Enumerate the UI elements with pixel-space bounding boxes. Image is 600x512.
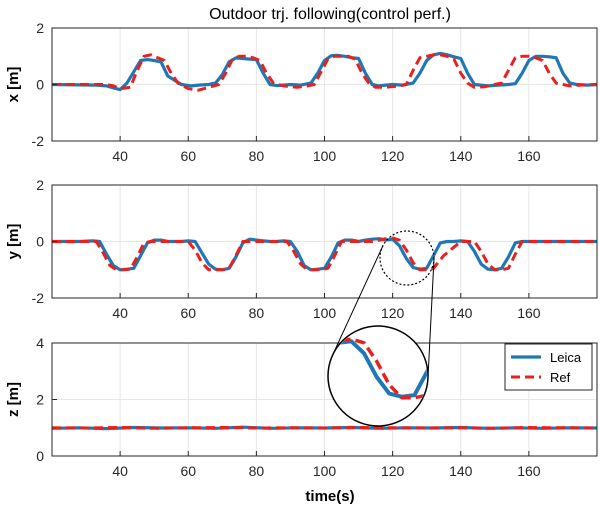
x-tick-label: 140 (449, 148, 473, 164)
x-tick-label: 40 (112, 305, 128, 321)
legend: Leica Ref (504, 343, 593, 391)
x-tick-label: 40 (112, 463, 128, 479)
x-tick-label: 80 (249, 463, 265, 479)
x-tick-label: 100 (313, 463, 337, 479)
series-line-ref (52, 53, 598, 92)
x-tick-label: 140 (449, 305, 473, 321)
x-tick-label: 100 (313, 148, 337, 164)
zoom-inset (327, 230, 435, 427)
zoom-source-circle (379, 230, 435, 286)
y-tick-label: 2 (36, 20, 44, 36)
x-tick-label: 160 (517, 148, 541, 164)
series-line-ref (51, 426, 598, 430)
zoom-connector-line (427, 259, 435, 379)
x-tick-label: 60 (180, 305, 196, 321)
y-tick-label: 0 (36, 448, 44, 464)
x-axis-label: time(s) (305, 488, 354, 505)
legend-label-ref: Ref (550, 370, 571, 385)
legend-box (504, 343, 593, 391)
x-tick-label: 120 (381, 148, 405, 164)
x-tick-label: 40 (112, 148, 128, 164)
series-line-leica (52, 237, 597, 272)
y-tick-label: 4 (36, 335, 44, 351)
x-tick-label: 140 (449, 463, 473, 479)
y-tick-label: -2 (32, 133, 45, 149)
y-tick-label: 0 (36, 77, 44, 93)
panel-x: 40 60 80 100 120 140 160 -2 0 2 x [m] (5, 20, 598, 164)
x-tick-label: 120 (381, 305, 405, 321)
y-axis-label: y [m] (5, 224, 22, 260)
y-tick-label: 0 (36, 234, 44, 250)
x-tick-label: 80 (249, 305, 265, 321)
x-tick-label: 100 (313, 305, 337, 321)
chart-title: Outdoor trj. following(control perf.) (209, 6, 451, 23)
legend-label-leica: Leica (550, 350, 582, 365)
y-axis-label: z [m] (5, 382, 22, 417)
zoom-connector-line (332, 246, 383, 356)
x-tick-label: 60 (180, 148, 196, 164)
y-tick-label: -2 (32, 290, 45, 306)
panel-y: 40 60 80 100 120 140 160 -2 0 2 y [m] (5, 177, 598, 321)
x-tick-label: 160 (517, 305, 541, 321)
x-tick-label: 120 (381, 463, 405, 479)
x-tick-label: 60 (180, 463, 196, 479)
x-tick-label: 80 (249, 148, 265, 164)
y-tick-label: 2 (36, 392, 44, 408)
x-tick-label: 160 (517, 463, 541, 479)
series-line-ref (52, 236, 597, 272)
y-axis-label: x [m] (5, 67, 22, 103)
y-tick-label: 2 (36, 177, 44, 193)
